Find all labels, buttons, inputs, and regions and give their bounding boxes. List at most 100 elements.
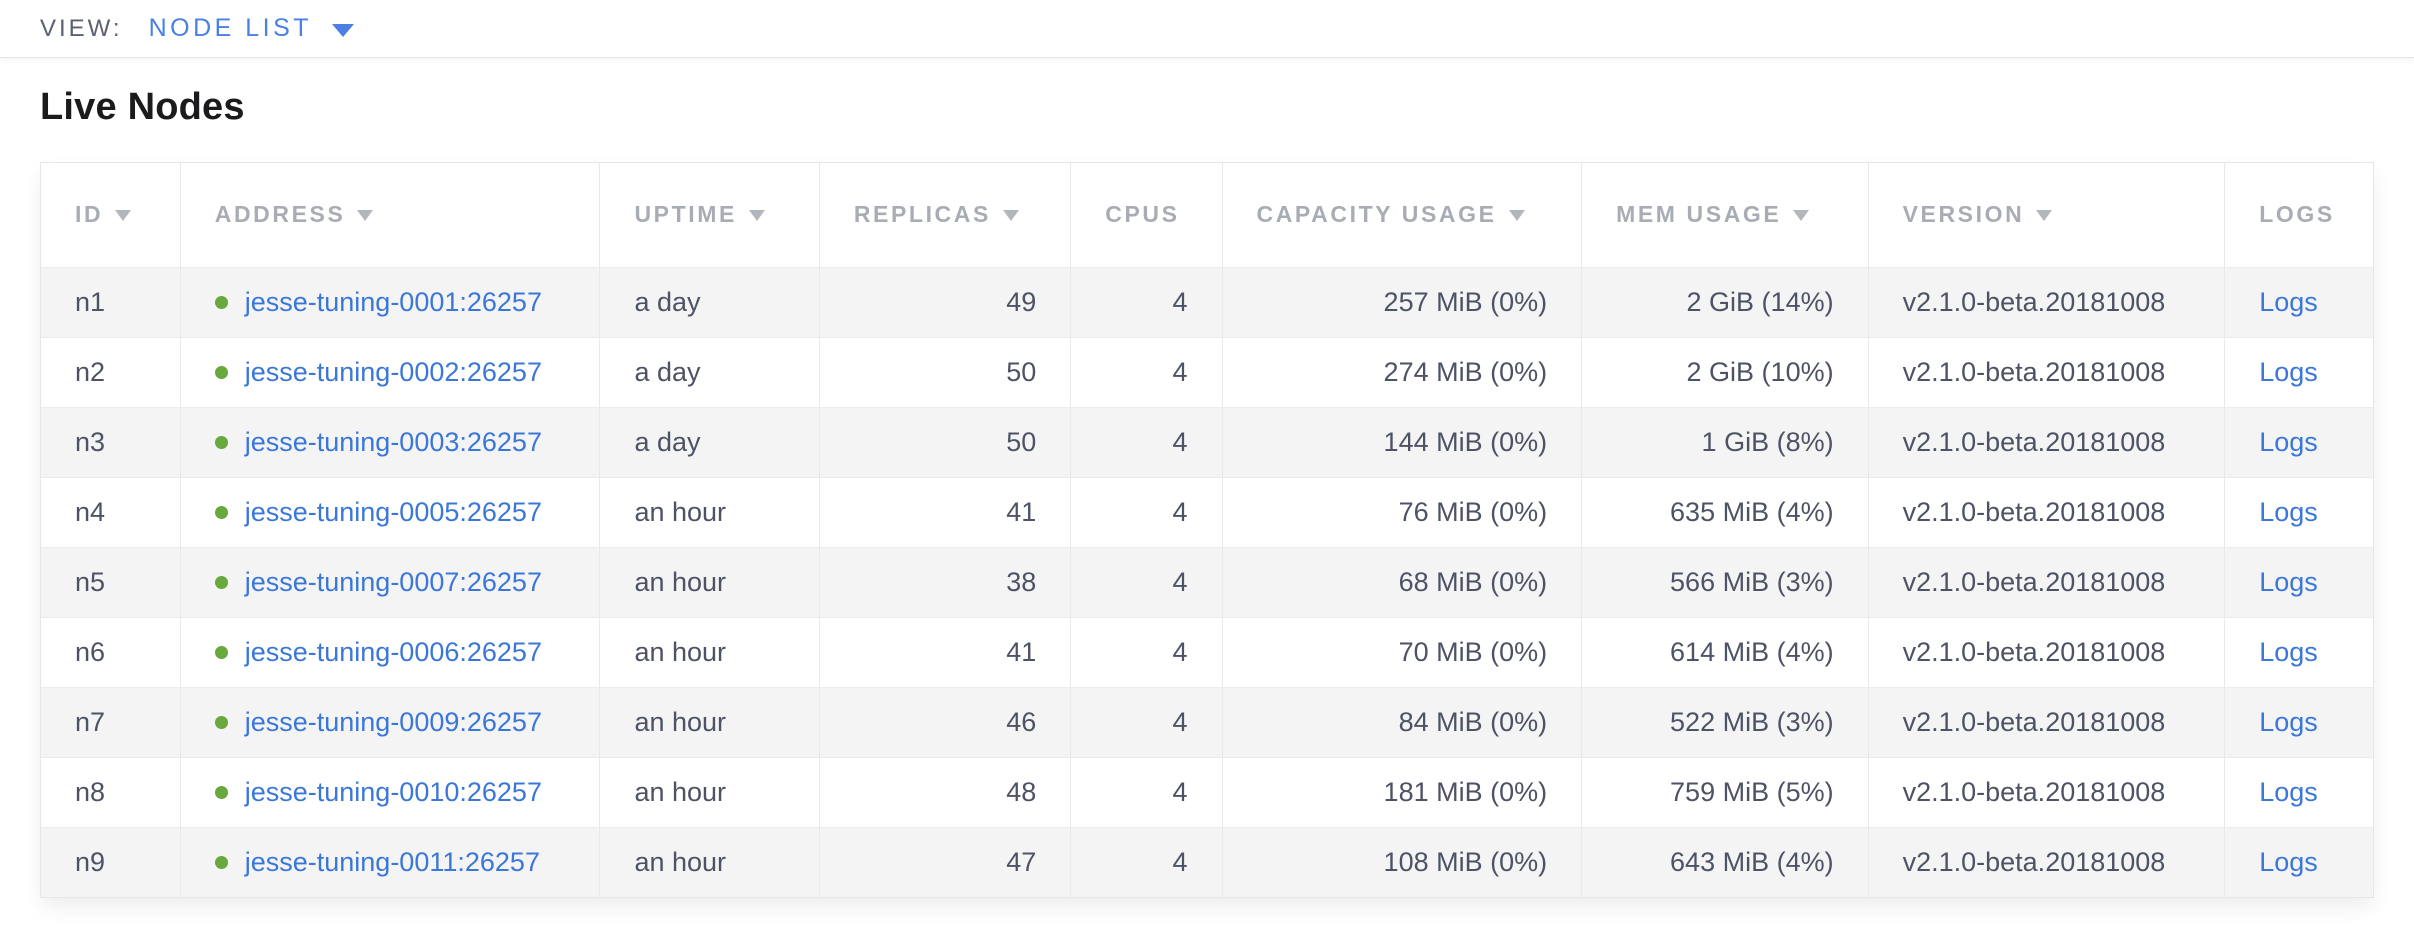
column-header-capacity[interactable]: CAPACITY USAGE	[1221, 163, 1582, 267]
health-dot-icon	[214, 575, 228, 589]
node-address-link[interactable]: jesse-tuning-0005:26257	[214, 497, 542, 527]
cell-value: an hour	[634, 776, 727, 807]
node-address-link[interactable]: jesse-tuning-0002:26257	[214, 357, 542, 387]
cell-mem: 759 MiB (5%)	[1581, 756, 1869, 827]
node-address-link[interactable]: jesse-tuning-0011:26257	[214, 847, 540, 877]
cell-mem: 2 GiB (10%)	[1581, 336, 1869, 407]
column-header-address[interactable]: ADDRESS	[179, 163, 600, 267]
logs-link[interactable]: Logs	[2259, 706, 2318, 737]
main-content: Live Nodes ID ADDRESS UPTIME REPLICAS CPUS CA…	[0, 84, 2414, 898]
cell-replicas: 46	[818, 686, 1071, 757]
cell-value: v2.1.0-beta.20181008	[1902, 286, 2166, 317]
cell-cpus: 4	[1070, 826, 1222, 897]
cell-value: an hour	[634, 566, 727, 597]
logs-link[interactable]: Logs	[2259, 356, 2318, 387]
cell-logs: Logs	[2224, 756, 2373, 827]
cell-capacity: 76 MiB (0%)	[1221, 476, 1582, 547]
cell-capacity: 68 MiB (0%)	[1221, 546, 1582, 617]
cell-value: n2	[75, 356, 106, 387]
health-dot-icon	[214, 715, 228, 729]
cell-value: 566 MiB (3%)	[1670, 566, 1834, 597]
nodes-table: ID ADDRESS UPTIME REPLICAS CPUS CAPACITY USAG…	[41, 163, 2373, 897]
column-header-label: CPUS	[1105, 201, 1180, 228]
column-header-label: LOGS	[2259, 201, 2335, 228]
view-selected-value: NODE LIST	[148, 14, 313, 42]
cell-mem: 635 MiB (4%)	[1581, 476, 1869, 547]
node-address-link[interactable]: jesse-tuning-0006:26257	[214, 637, 542, 667]
view-selector-dropdown[interactable]: NODE LIST	[148, 14, 355, 43]
cell-cpus: 4	[1070, 616, 1222, 687]
cell-id: n1	[41, 266, 181, 337]
cell-id: n6	[41, 616, 181, 687]
cell-value: 49	[1006, 286, 1037, 317]
cell-value: 41	[1006, 496, 1037, 527]
cell-value: 46	[1006, 706, 1037, 737]
cell-version: v2.1.0-beta.20181008	[1867, 476, 2225, 547]
node-address-link[interactable]: jesse-tuning-0010:26257	[214, 777, 542, 807]
logs-link[interactable]: Logs	[2259, 286, 2318, 317]
cell-value: n6	[75, 636, 106, 667]
cell-cpus: 4	[1070, 546, 1222, 617]
cell-version: v2.1.0-beta.20181008	[1867, 826, 2225, 897]
sort-desc-icon	[1508, 210, 1525, 222]
cell-value: 4	[1172, 426, 1188, 457]
cell-logs: Logs	[2224, 686, 2373, 757]
cell-version: v2.1.0-beta.20181008	[1867, 266, 2225, 337]
column-header-replicas[interactable]: REPLICAS	[818, 163, 1071, 267]
column-header-version[interactable]: VERSION	[1867, 163, 2225, 267]
cell-value: 41	[1006, 636, 1037, 667]
cell-value: 4	[1172, 776, 1188, 807]
logs-link[interactable]: Logs	[2259, 776, 2318, 807]
cell-value: 274 MiB (0%)	[1383, 356, 1548, 387]
cell-capacity: 84 MiB (0%)	[1221, 686, 1582, 757]
cell-value: an hour	[634, 636, 727, 667]
cell-value: 108 MiB (0%)	[1383, 846, 1548, 877]
cell-capacity: 257 MiB (0%)	[1221, 266, 1582, 337]
cell-address: jesse-tuning-0005:26257	[179, 476, 600, 547]
cell-mem: 643 MiB (4%)	[1581, 826, 1869, 897]
sort-desc-icon	[1793, 210, 1810, 222]
cell-replicas: 41	[818, 616, 1071, 687]
table-row: n3 jesse-tuning-0003:26257 a day 50 4 144 MiB…	[41, 406, 2373, 477]
node-address-link[interactable]: jesse-tuning-0001:26257	[214, 287, 542, 317]
column-header-label: VERSION	[1902, 201, 2025, 228]
logs-link[interactable]: Logs	[2259, 426, 2318, 457]
logs-link[interactable]: Logs	[2259, 566, 2318, 597]
cell-version: v2.1.0-beta.20181008	[1867, 336, 2225, 407]
cell-address: jesse-tuning-0011:26257	[179, 826, 600, 897]
column-header-cpus: CPUS	[1070, 163, 1222, 267]
health-dot-icon	[214, 505, 228, 519]
cell-version: v2.1.0-beta.20181008	[1867, 756, 2225, 827]
cell-uptime: an hour	[599, 616, 820, 687]
table-row: n2 jesse-tuning-0002:26257 a day 50 4 274 MiB…	[41, 336, 2373, 407]
cell-logs: Logs	[2224, 476, 2373, 547]
logs-link[interactable]: Logs	[2259, 636, 2318, 667]
cell-value: 4	[1172, 286, 1188, 317]
node-address-link[interactable]: jesse-tuning-0003:26257	[214, 427, 542, 457]
column-header-label: REPLICAS	[853, 201, 991, 228]
cell-value: 50	[1006, 356, 1037, 387]
node-address-link[interactable]: jesse-tuning-0007:26257	[214, 567, 542, 597]
column-header-uptime[interactable]: UPTIME	[599, 163, 820, 267]
cell-id: n2	[41, 336, 181, 407]
table-row: n8 jesse-tuning-0010:26257 an hour 48 4 181 M…	[41, 756, 2373, 827]
column-header-label: MEM USAGE	[1616, 201, 1782, 228]
logs-link[interactable]: Logs	[2259, 496, 2318, 527]
cell-id: n9	[41, 826, 181, 897]
table-row: n6 jesse-tuning-0006:26257 an hour 41 4 70 Mi…	[41, 616, 2373, 687]
sort-desc-icon	[2036, 210, 2053, 222]
column-header-mem[interactable]: MEM USAGE	[1581, 163, 1869, 267]
cell-mem: 1 GiB (8%)	[1581, 406, 1869, 477]
cell-capacity: 108 MiB (0%)	[1221, 826, 1582, 897]
node-address-link[interactable]: jesse-tuning-0009:26257	[214, 707, 542, 737]
cell-uptime: an hour	[599, 826, 820, 897]
cell-replicas: 38	[818, 546, 1071, 617]
cell-uptime: an hour	[599, 686, 820, 757]
column-header-id[interactable]: ID	[41, 163, 181, 267]
cell-cpus: 4	[1070, 476, 1222, 547]
cell-logs: Logs	[2224, 266, 2373, 337]
logs-link[interactable]: Logs	[2259, 846, 2318, 877]
cell-replicas: 50	[818, 406, 1071, 477]
cell-capacity: 144 MiB (0%)	[1221, 406, 1582, 477]
cell-value: v2.1.0-beta.20181008	[1902, 636, 2166, 667]
